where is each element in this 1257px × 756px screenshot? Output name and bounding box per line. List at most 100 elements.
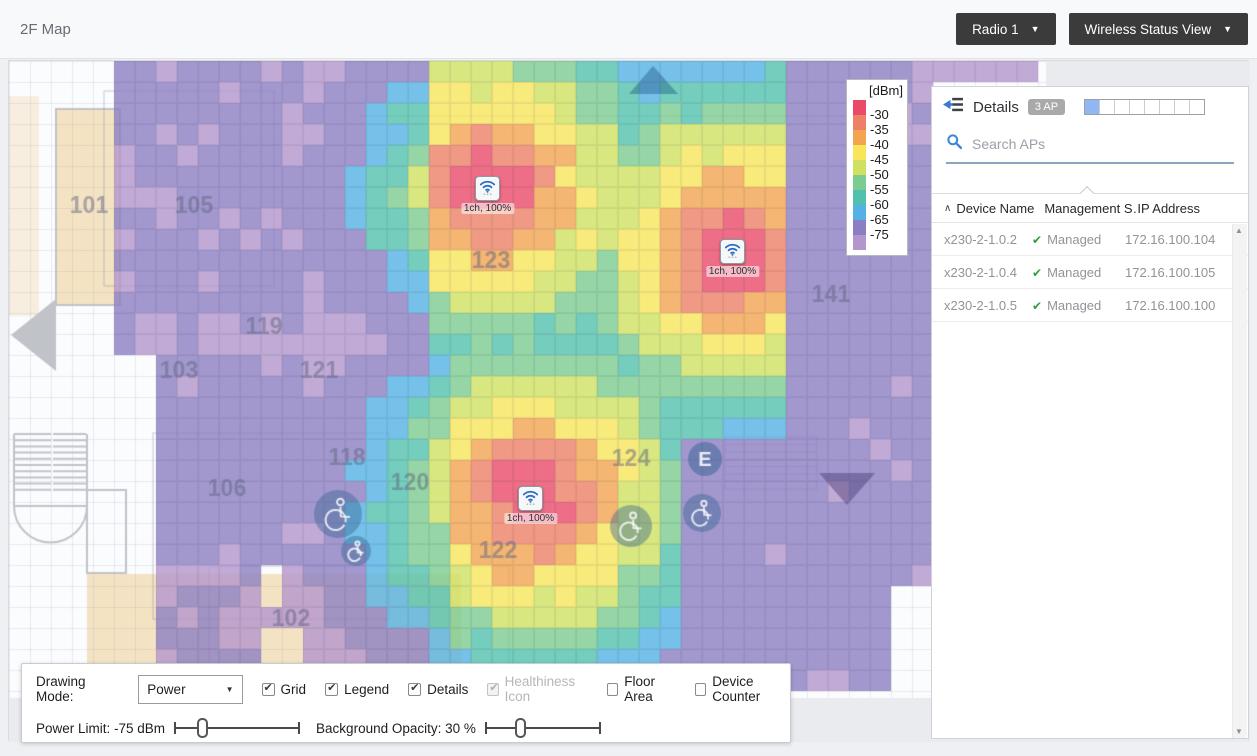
page-title: 2F Map: [20, 20, 71, 38]
slider-tick: [598, 722, 601, 734]
checkbox-healthiness-icon: ✔ Healthiness Icon: [487, 674, 588, 704]
slider-tick: [298, 722, 301, 734]
legend-swatch: [853, 115, 866, 130]
ip-address-cell: 172.16.100.100: [1125, 297, 1216, 313]
progress-segment: [1145, 100, 1161, 114]
power-limit-label: Power Limit: -75 dBm: [36, 720, 166, 736]
progress-segment: [1175, 100, 1191, 114]
legend-label: -65: [870, 212, 889, 227]
legend-swatch: [853, 130, 866, 145]
legend-swatch: [853, 190, 866, 205]
slider-handle[interactable]: [196, 718, 208, 738]
checkbox-label: Healthiness Icon: [504, 674, 576, 704]
management-status-cell: ✔ Managed: [1032, 264, 1102, 280]
legend-swatch: [853, 145, 866, 160]
view-mode-button[interactable]: Wireless Status View ▼: [1068, 13, 1248, 45]
ap-table-body: x230-2-1.0.2 ✔ Managed 172.16.100.104 x230-2…: [932, 223, 1248, 322]
panel-scrollbar[interactable]: ▲ ▼: [1232, 224, 1247, 738]
slider-handle[interactable]: [514, 718, 526, 738]
table-row[interactable]: x230-2-1.0.4 ✔ Managed 172.16.100.105: [932, 256, 1248, 289]
column-device-name[interactable]: Device Name: [956, 201, 1035, 216]
legend-swatch: [853, 100, 866, 115]
legend-label: -30: [870, 107, 889, 122]
table-row[interactable]: x230-2-1.0.2 ✔ Managed 172.16.100.104: [932, 223, 1248, 256]
managed-check-icon: ✔: [1032, 265, 1043, 280]
legend-label: -75: [870, 227, 889, 242]
legend-label: -35: [870, 122, 889, 137]
chevron-down-icon: ▼: [1223, 24, 1232, 34]
check-icon: ✔: [327, 681, 337, 694]
scroll-up-icon[interactable]: ▲: [1235, 226, 1243, 235]
checkbox-box: [695, 682, 707, 696]
collapse-panel-icon[interactable]: [942, 97, 964, 117]
wifi-icon: [521, 487, 540, 511]
legend-swatch: [853, 160, 866, 175]
checkbox-legend[interactable]: ✔ Legend: [325, 674, 389, 704]
scroll-down-icon[interactable]: ▼: [1235, 727, 1243, 736]
column-ip-address[interactable]: IP Address: [1137, 201, 1200, 216]
checkbox-box: ✔: [261, 682, 275, 696]
slider-tick: [484, 722, 487, 734]
background-opacity-slider[interactable]: [484, 718, 601, 738]
checkbox-details[interactable]: ✔ Details: [408, 674, 468, 704]
managed-check-icon: ✔: [1032, 232, 1043, 247]
legend-label: -55: [870, 182, 889, 197]
chevron-down-icon: ▼: [225, 684, 234, 694]
ap-channel-label: 1ch, 100%: [705, 266, 760, 277]
checkbox-box: [607, 682, 619, 696]
checkbox-grid[interactable]: ✔ Grid: [261, 674, 307, 704]
device-name-cell: x230-2-1.0.2: [944, 231, 1017, 247]
search-icon: [946, 133, 963, 155]
legend-title: [dBm]: [869, 83, 903, 98]
checkbox-box: ✔: [325, 681, 339, 696]
radio-select-label: Radio 1: [972, 21, 1019, 37]
drawing-mode-select[interactable]: Power ▼: [138, 674, 243, 704]
device-name-cell: x230-2-1.0.4: [944, 264, 1017, 280]
legend-swatch: [853, 235, 866, 250]
checkbox-device-counter[interactable]: Device Counter: [695, 674, 790, 704]
checkbox-floor-area[interactable]: Floor Area: [607, 674, 676, 704]
search-input[interactable]: [972, 136, 1234, 152]
table-row[interactable]: x230-2-1.0.5 ✔ Managed 172.16.100.100: [932, 289, 1248, 322]
details-panel-header: Details 3 AP: [932, 87, 1248, 121]
heatmap-legend: [dBm] -30 -35 -40 -45 -50 -55 -60 -65 -75: [846, 79, 908, 256]
controls-row-1: Drawing Mode: Power ▼ ✔ Grid ✔ Legend ✔ Detai…: [36, 674, 790, 704]
top-bar: 2F Map Radio 1 ▼ Wireless Status View ▼: [0, 0, 1257, 59]
legend-label: -40: [870, 137, 889, 152]
progress-segment: [1115, 100, 1131, 114]
search-ap-row: [946, 133, 1234, 164]
drawing-mode-label: Drawing Mode:: [36, 674, 86, 704]
checkbox-label: Legend: [344, 681, 390, 697]
progress-segment: [1100, 100, 1116, 114]
legend-label: -50: [870, 167, 889, 182]
column-management-status[interactable]: Management S…: [1044, 201, 1138, 216]
access-point-marker[interactable]: 1ch, 100%: [705, 239, 760, 277]
sort-ascending-icon: ∧: [944, 203, 952, 214]
power-limit-slider[interactable]: [174, 718, 301, 738]
ap-count-badge: 3 AP: [1027, 99, 1066, 115]
progress-segment: [1130, 100, 1146, 114]
checkbox-box: ✔: [487, 682, 499, 696]
management-status-cell: ✔ Managed: [1032, 297, 1102, 313]
radio-select-button[interactable]: Radio 1 ▼: [956, 13, 1056, 45]
progress-segment: [1085, 100, 1101, 114]
checkbox-label: Grid: [280, 681, 307, 697]
slider-tick: [174, 722, 177, 734]
slider-track[interactable]: [174, 727, 301, 729]
checkbox-label: Details: [427, 681, 469, 697]
legend-swatch: [853, 220, 866, 235]
drawing-controls-bar: Drawing Mode: Power ▼ ✔ Grid ✔ Legend ✔ Detai…: [21, 663, 791, 743]
ap-channel-label: 1ch, 100%: [460, 203, 515, 214]
access-point-marker[interactable]: 1ch, 100%: [503, 486, 558, 524]
table-divider: [932, 185, 1248, 201]
legend-label: -60: [870, 197, 889, 212]
checkbox-label: Device Counter: [712, 674, 761, 704]
legend-swatch: [853, 205, 866, 220]
details-panel-title: Details: [973, 98, 1019, 116]
top-bar-actions: Radio 1 ▼ Wireless Status View ▼: [956, 13, 1248, 45]
details-panel: Details 3 AP ∧ Device Name Management S……: [931, 86, 1249, 739]
slider-track[interactable]: [484, 727, 601, 729]
management-status-cell: ✔ Managed: [1032, 231, 1102, 247]
access-point-marker[interactable]: 1ch, 100%: [460, 176, 515, 214]
ip-address-cell: 172.16.100.104: [1125, 231, 1216, 247]
